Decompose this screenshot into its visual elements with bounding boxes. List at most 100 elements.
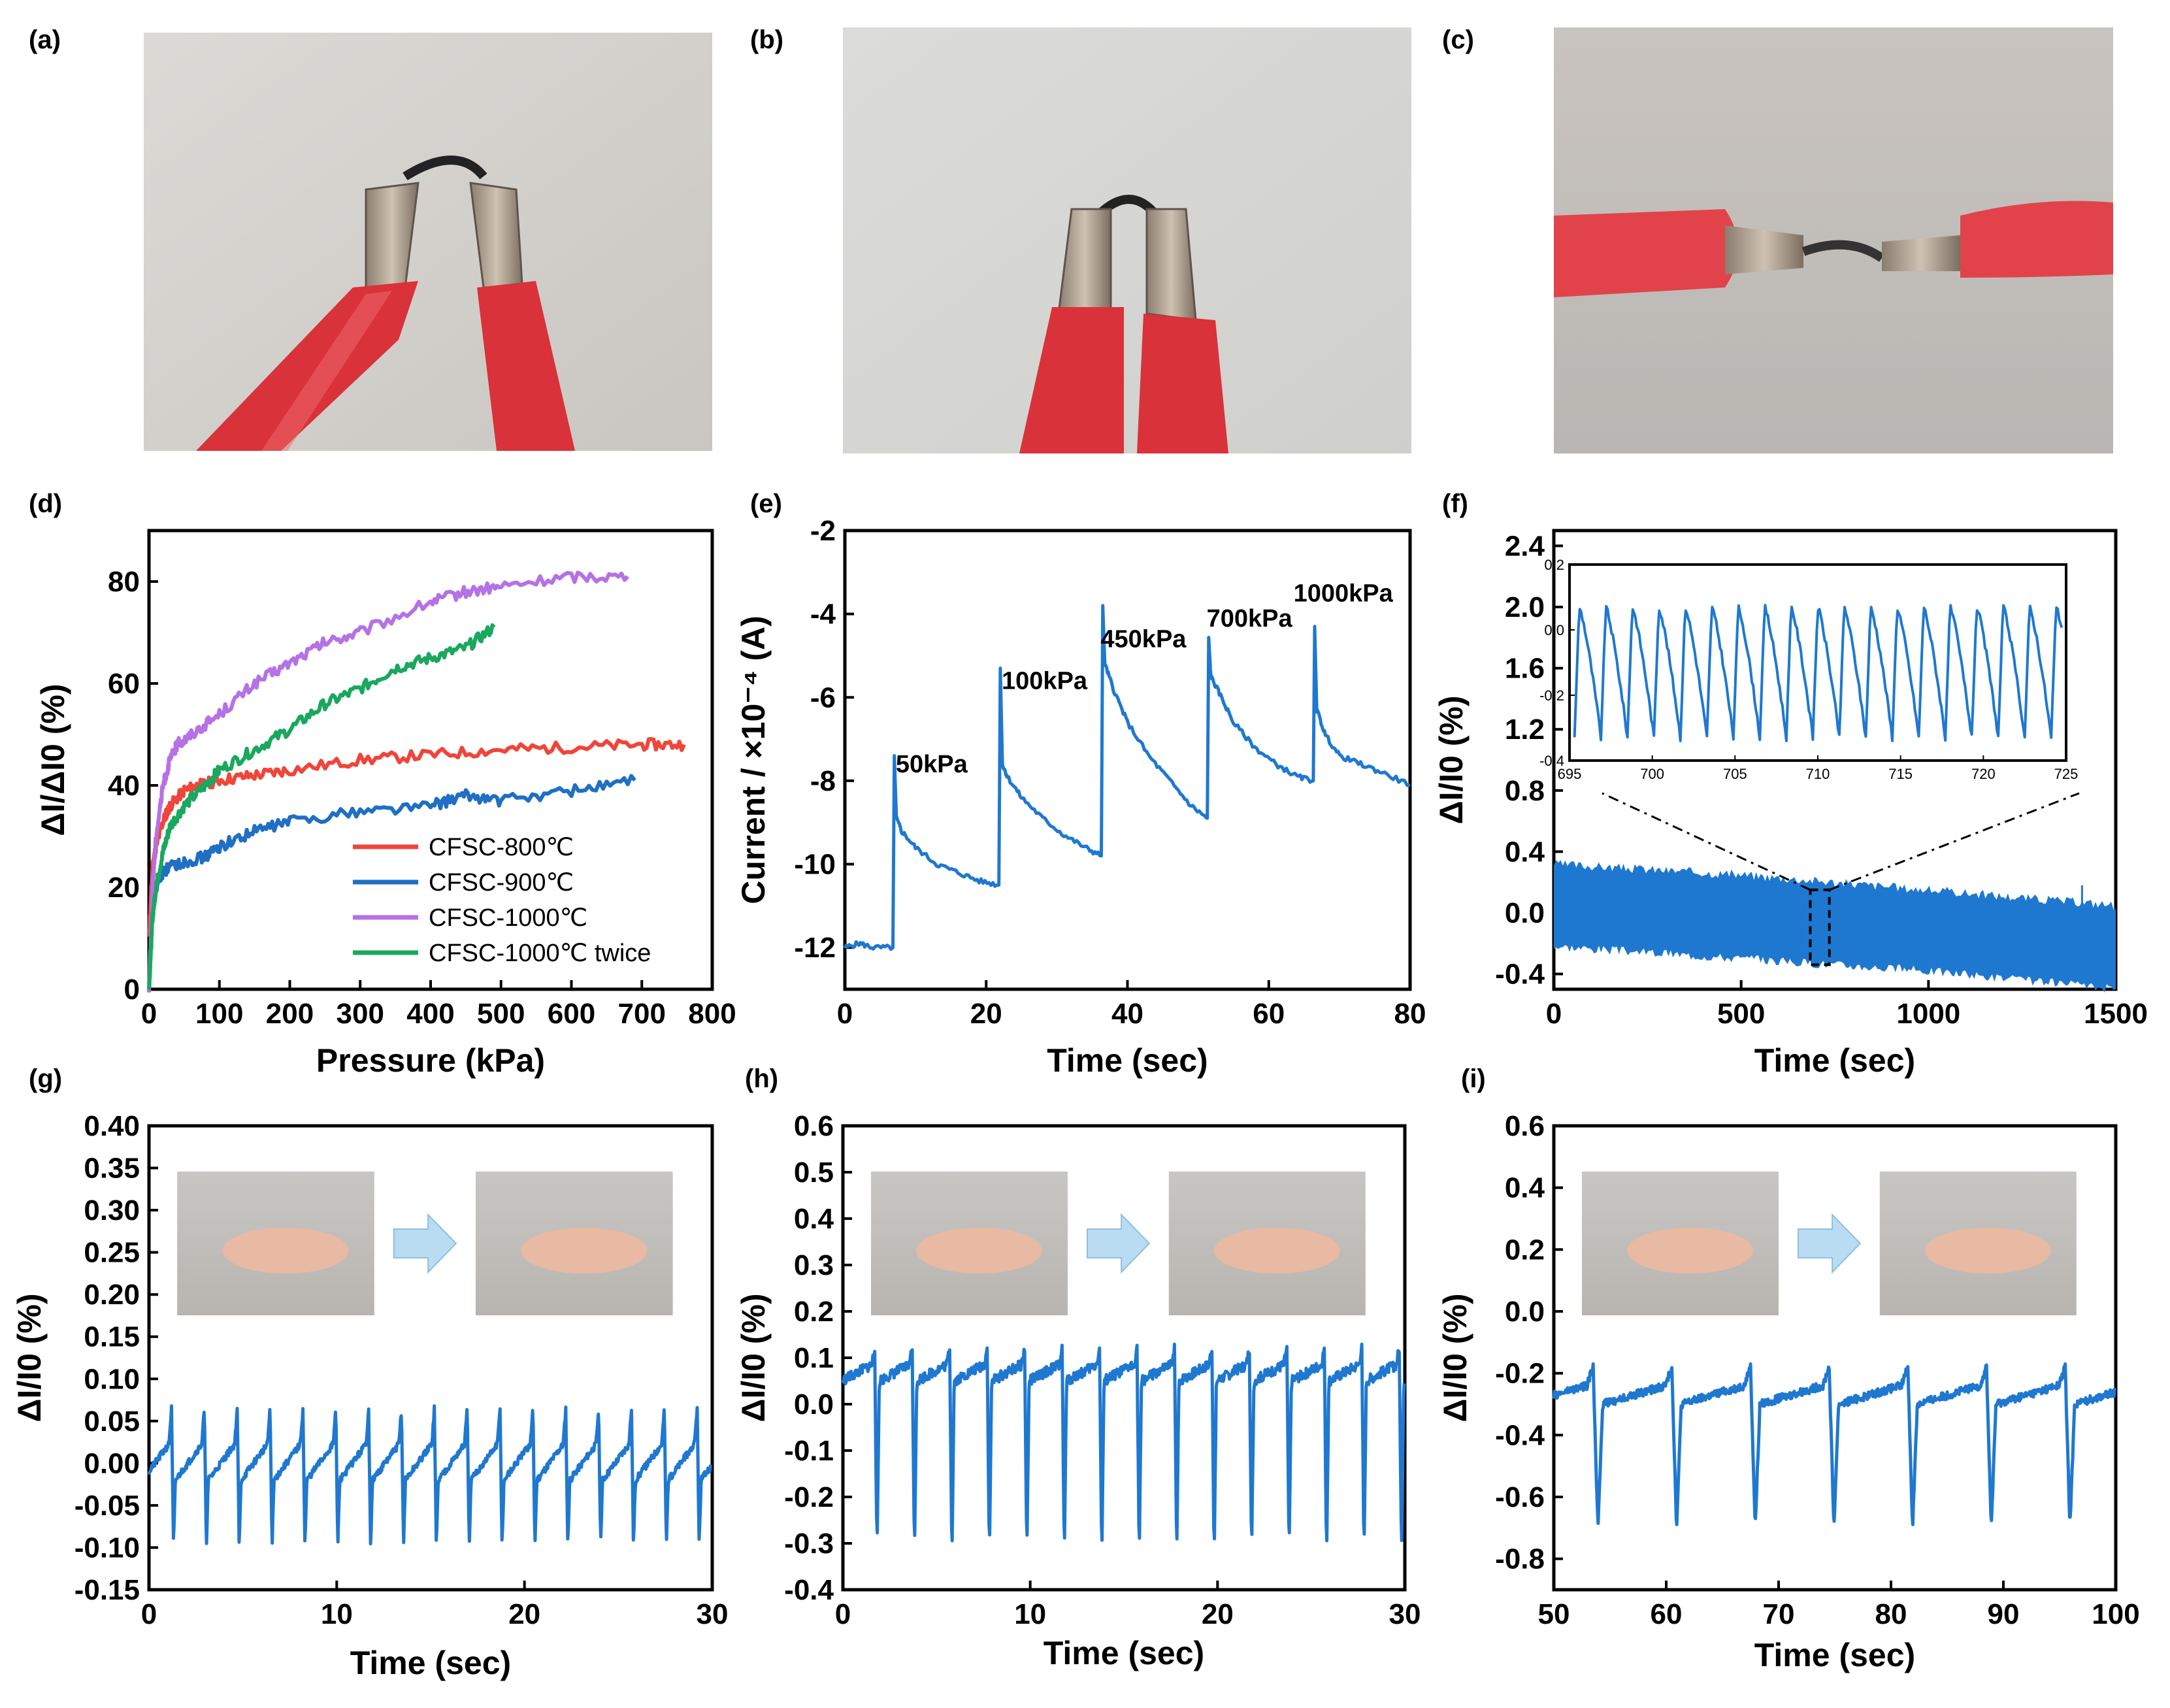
y-tick-label: 0.05: [84, 1405, 140, 1437]
series-line: [843, 1344, 1404, 1541]
inset-y-tick-label: 0.0: [1544, 622, 1564, 638]
pressure-annotation: 100kPa: [1002, 668, 1088, 695]
x-tick-label: 200: [266, 998, 314, 1030]
x-tick-label: 300: [337, 998, 384, 1030]
y-tick-label: -0.2: [784, 1481, 834, 1513]
y-tick-label: 20: [108, 872, 140, 904]
y-tick-label: -4: [810, 599, 836, 631]
photo-c: [1554, 27, 2113, 453]
x-tick-label: 20: [508, 1598, 540, 1630]
panel-letter-c: (c): [1442, 25, 1474, 54]
y-tick-label: -0.15: [74, 1574, 140, 1606]
y-tick-label: 0.1: [794, 1342, 834, 1374]
y-tick-label: -6: [810, 682, 836, 714]
panel-letter-g: (g): [29, 1064, 62, 1093]
y-tick-label: -0.1: [784, 1435, 834, 1467]
zoom-connector-right: [1830, 793, 2079, 890]
x-tick-label: 0: [835, 1598, 851, 1630]
y-tick-label: -0.4: [1495, 1419, 1545, 1451]
x-tick-label: 0: [1546, 998, 1562, 1030]
x-axis-title: Time (sec): [1044, 1635, 1204, 1671]
y-tick-label: -0.8: [1495, 1543, 1545, 1575]
signal-band: [1554, 860, 2116, 993]
y-tick-label: 0.40: [84, 1110, 140, 1142]
chart-h: 0 10 20 30-0.4-0.3-0.2-0.10.00.10.20.30.40.…: [735, 1110, 1421, 1671]
x-tick-label: 1000: [1896, 998, 1960, 1030]
y-tick-label: 0.35: [84, 1153, 140, 1185]
x-tick-label: 10: [1014, 1598, 1046, 1630]
x-tick-label: 30: [697, 1598, 729, 1630]
panel-letter-b: (b): [750, 25, 783, 54]
series-line: [1554, 1364, 2115, 1524]
y-tick-label: 40: [108, 770, 140, 802]
y-tick-label: 1.2: [1505, 714, 1545, 746]
y-tick-label: 0.4: [1505, 1172, 1545, 1204]
x-tick-label: 80: [1875, 1598, 1907, 1630]
y-tick-label: 0.6: [1505, 1110, 1545, 1142]
chart-f: 0 500 1000 1500 -0.4 0.0 0.4 0.8 1.2 1.6 2.0 2.4 Tim…: [1433, 530, 2148, 1079]
inset-y-tick-label: -0.2: [1539, 687, 1564, 704]
panel-letter-e: (e): [750, 489, 782, 518]
y-axis-title: Current / ×10⁻⁴ (A): [735, 616, 772, 904]
x-axis-title: Time (sec): [1047, 1042, 1208, 1079]
x-tick-label: 1500: [2084, 998, 2148, 1030]
y-tick-label: 0.15: [84, 1321, 140, 1353]
inset-x-tick-label: 705: [1723, 766, 1747, 782]
y-tick-label: -0.10: [74, 1532, 140, 1564]
x-tick-label: 60: [1651, 1598, 1683, 1630]
pressure-annotation: 450kPa: [1100, 626, 1187, 653]
y-tick-label: 0: [124, 974, 140, 1006]
transition-arrow: [1798, 1215, 1860, 1272]
transition-arrow: [394, 1215, 456, 1272]
x-tick-label: 20: [1202, 1598, 1234, 1630]
y-tick-label: 2.0: [1505, 591, 1545, 623]
y-tick-label: 0.3: [794, 1249, 834, 1281]
x-tick-label: 500: [1717, 998, 1765, 1030]
x-tick-label: 700: [618, 998, 666, 1030]
x-tick-label: 100: [2092, 1598, 2139, 1630]
x-axis-title: Pressure (kPa): [316, 1042, 545, 1079]
y-tick-label: 0.4: [794, 1203, 834, 1235]
y-tick-label: -12: [794, 932, 836, 964]
panel-letter-h: (h): [745, 1064, 778, 1093]
chart-i: 50 60 70 80 90 100 -0.8 -0.6 -0.4 -0.2 0.0 0.2 0.4 0.…: [1437, 1110, 2140, 1673]
panel-letter-f: (f): [1442, 489, 1468, 518]
x-axis-title: Time (sec): [350, 1645, 511, 1681]
y-axis-title: ΔI/ΔI0 (%): [35, 683, 71, 836]
y-axis-title: ΔI/I0 (%): [1437, 1293, 1473, 1422]
chart-d: 0 100 200 300 400 500 600 700 800 0 20 40 60 80 Pressu…: [35, 531, 736, 1079]
panel-letter-i: (i): [1461, 1064, 1486, 1093]
y-tick-label: 0.6: [794, 1110, 834, 1142]
y-tick-label: -0.4: [784, 1574, 834, 1606]
y-tick-label: 0.0: [1505, 1296, 1545, 1328]
x-tick-label: 0: [141, 998, 157, 1030]
x-tick-label: 400: [406, 998, 454, 1030]
x-tick-label: 40: [1111, 998, 1143, 1030]
x-tick-label: 30: [1389, 1598, 1421, 1630]
legend-label: CFSC-1000℃ twice: [429, 940, 651, 967]
finger-bent-photo-hand: [1214, 1228, 1340, 1273]
y-tick-label: 2.4: [1505, 530, 1545, 562]
x-tick-label: 90: [1988, 1598, 2020, 1630]
chart-e: 0 20 40 60 80 -12 -10 -8 -6 -4 -2 Time (sec) Current…: [735, 515, 1426, 1079]
x-tick-label: 600: [548, 998, 595, 1030]
y-tick-label: -0.2: [1495, 1358, 1545, 1390]
inset-x-tick-label: 715: [1888, 766, 1913, 782]
x-tick-label: 100: [195, 998, 243, 1030]
x-tick-label: 50: [1538, 1598, 1570, 1630]
wrist-flexed-photo-hand: [1925, 1228, 2051, 1273]
photo-b: [843, 27, 1411, 453]
x-tick-label: 80: [1394, 998, 1426, 1030]
y-tick-label: -8: [810, 765, 836, 797]
legend-label: CFSC-900℃: [429, 869, 574, 896]
x-tick-label: 10: [321, 1598, 353, 1630]
y-tick-label: 0.2: [794, 1296, 834, 1328]
legend-label: CFSC-800℃: [429, 834, 574, 861]
x-tick-label: 70: [1763, 1598, 1795, 1630]
y-axis-title: ΔI/I0 (%): [735, 1293, 772, 1422]
y-axis-title: ΔI/I0 (%): [1433, 695, 1470, 824]
inset-y-tick-label: 0.2: [1544, 557, 1564, 573]
y-tick-label: 1.6: [1505, 653, 1545, 685]
y-tick-label: 0.5: [794, 1157, 834, 1189]
y-tick-label: -2: [810, 515, 836, 547]
